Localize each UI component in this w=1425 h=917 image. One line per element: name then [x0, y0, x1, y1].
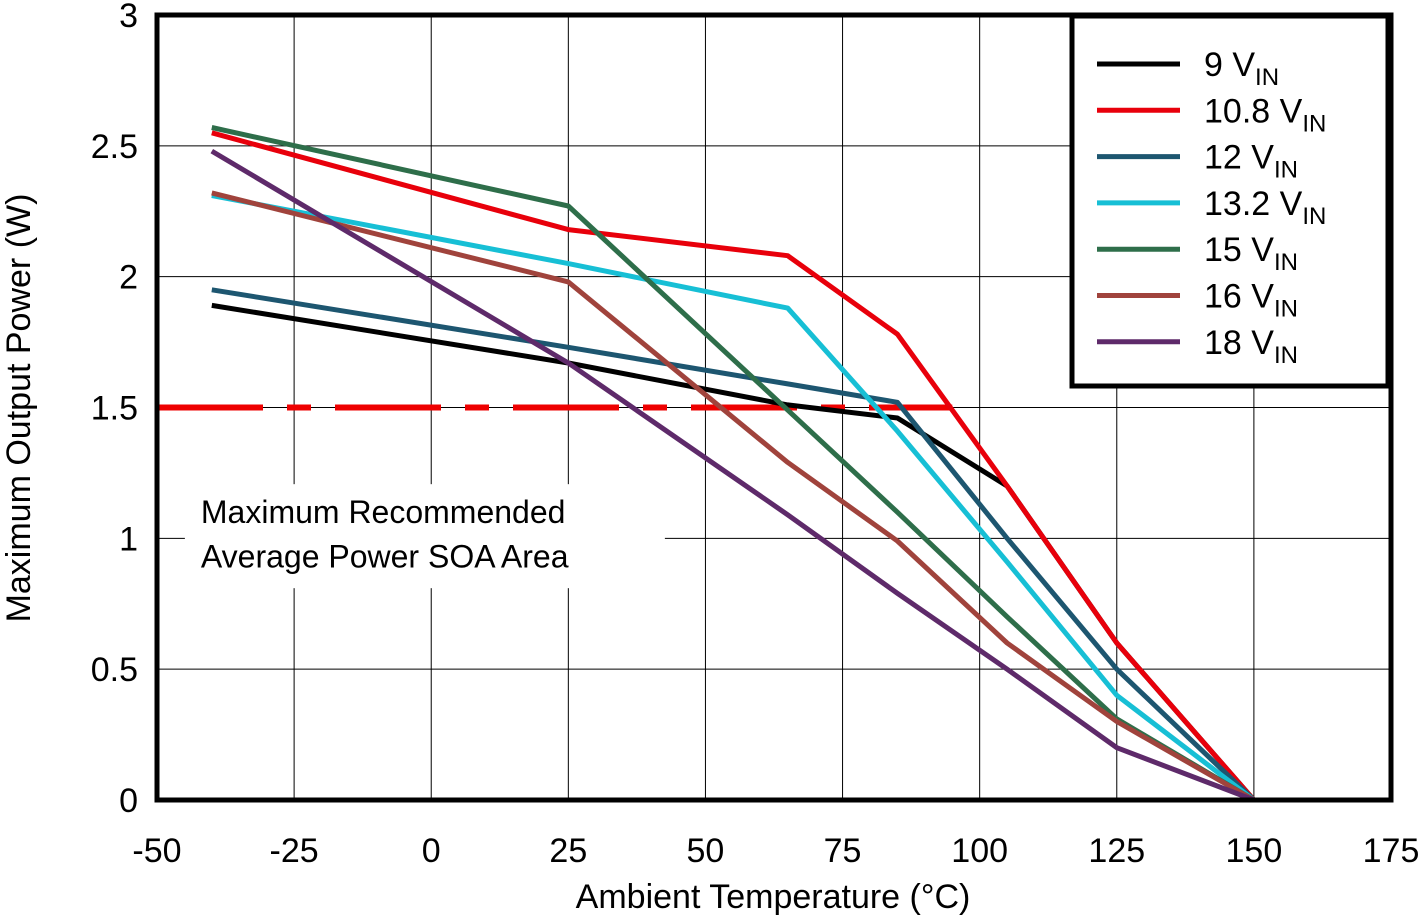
series-line-3 — [211, 193, 1256, 802]
series-line-6 — [210, 148, 1255, 803]
annotation-background — [184, 484, 665, 589]
series-line-2 — [211, 287, 1256, 802]
legend-label-2: 12 VIN — [1204, 139, 1298, 184]
legend-label-4: 15 VIN — [1204, 231, 1298, 276]
x-tick-label: 75 — [824, 832, 862, 870]
plot-frame — [154, 12, 1394, 803]
x-tick-label: 150 — [1226, 832, 1283, 870]
annotation-line-1: Maximum Recommended — [201, 494, 566, 530]
x-tick-label: 175 — [1363, 832, 1420, 870]
x-tick-labels: -50 -25 0 25 50 75 100 125 150 175 — [132, 832, 1419, 870]
y-tick-label: 1.5 — [91, 390, 138, 428]
x-tick-label: 50 — [687, 832, 725, 870]
legend-label-6: 18 VIN — [1204, 324, 1298, 369]
y-axis-label: Maximum Output Power (W) — [0, 194, 38, 623]
plot-border — [154, 12, 1394, 803]
y-tick-label: 2 — [119, 259, 138, 297]
annotation-line-2: Average Power SOA Area — [201, 539, 569, 575]
series-lines — [210, 125, 1256, 803]
x-tick-label: 25 — [549, 832, 587, 870]
series-line-1 — [211, 130, 1256, 802]
annotation-box — [184, 484, 665, 589]
legend-label-5: 16 VIN — [1204, 278, 1298, 323]
y-tick-label: 0 — [119, 782, 138, 820]
series-line-5 — [211, 190, 1256, 803]
x-tick-label: -50 — [132, 832, 181, 870]
y-tick-labels: 0 0.5 1 1.5 2 2.5 3 — [91, 0, 138, 820]
legend-label-0: 9 VIN — [1204, 46, 1279, 91]
x-axis-label: Ambient Temperature (°C) — [576, 878, 971, 916]
x-tick-label: -25 — [270, 832, 319, 870]
y-tick-label: 3 — [119, 0, 138, 35]
y-tick-label: 0.5 — [91, 651, 138, 689]
y-tick-label: 1 — [119, 520, 138, 558]
legend-label-3: 13.2 VIN — [1204, 185, 1326, 230]
x-tick-label: 100 — [951, 832, 1008, 870]
y-tick-label: 2.5 — [91, 128, 138, 166]
legend-label-1: 10.8 VIN — [1204, 92, 1326, 137]
x-tick-label: 0 — [422, 832, 441, 870]
x-tick-label: 125 — [1088, 832, 1145, 870]
